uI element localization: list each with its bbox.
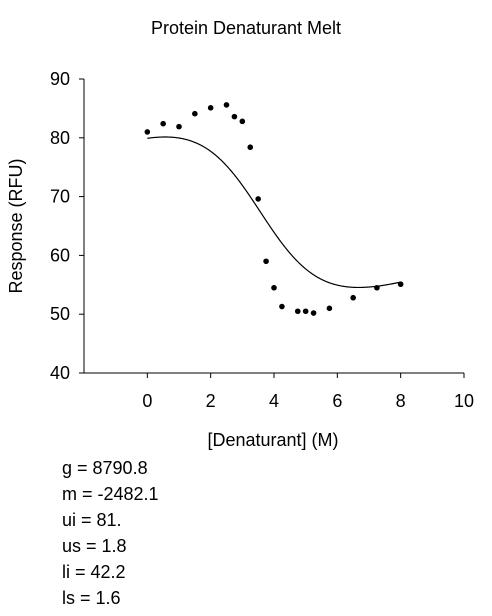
data-point (263, 258, 269, 265)
data-point (160, 120, 166, 127)
x-tick-label: 8 (396, 391, 406, 411)
data-point (223, 102, 230, 108)
data-point (239, 118, 246, 125)
data-point (302, 308, 309, 315)
x-tick-label: 0 (142, 391, 152, 411)
y-tick-label: 90 (50, 69, 70, 89)
data-point (310, 310, 317, 316)
y-tick-label: 50 (50, 304, 70, 324)
y-tick-label: 40 (50, 363, 70, 383)
param-us: us = 1.8 (62, 536, 127, 556)
chart-title: Protein Denaturant Melt (150, 18, 342, 38)
data-points (144, 102, 404, 316)
axes (79, 78, 465, 378)
data-point (231, 113, 238, 120)
data-point (255, 196, 261, 202)
y-tick-label: 60 (50, 245, 70, 265)
x-tick-label: 2 (206, 391, 216, 411)
param-m: m = -2482.1 (62, 484, 159, 504)
data-point (192, 110, 198, 117)
y-tick-label: 80 (50, 128, 70, 148)
data-point (207, 105, 214, 111)
x-tick-label: 10 (454, 391, 474, 411)
data-point (397, 281, 404, 288)
data-point (374, 284, 380, 291)
x-tick-label: 6 (332, 391, 342, 411)
param-ui: ui = 81. (62, 510, 122, 530)
y-axis-label: Response (RFU) (6, 158, 26, 293)
y-tick-label: 70 (50, 187, 70, 207)
data-point (326, 305, 333, 312)
data-point (271, 284, 277, 291)
data-point (294, 308, 301, 315)
data-point (247, 144, 254, 151)
data-point (144, 129, 151, 135)
tick-labels: 40 50 60 70 80 90 0 2 4 6 8 10 (50, 69, 474, 411)
param-ls: ls = 1.6 (62, 588, 121, 608)
data-point (279, 303, 285, 310)
data-point (176, 123, 182, 130)
fit-curve (147, 136, 401, 289)
fit-parameters: g = 8790.8 m = -2482.1 ui = 81. us = 1.8… (62, 455, 159, 611)
param-g: g = 8790.8 (62, 458, 148, 478)
x-axis-label: [Denaturant] (M) (207, 430, 338, 450)
data-point (350, 294, 356, 301)
param-li: li = 42.2 (62, 562, 126, 582)
x-tick-label: 4 (269, 391, 279, 411)
